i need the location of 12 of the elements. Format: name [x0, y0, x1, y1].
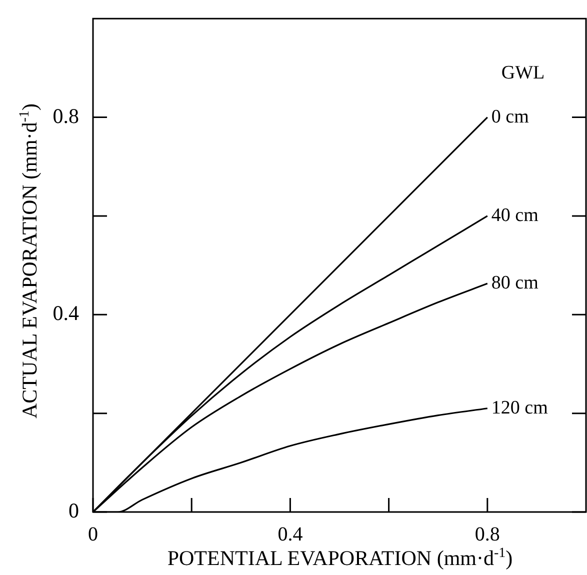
y-tick-label: 0.4 — [52, 301, 80, 326]
x-tick-label: 0.4 — [278, 523, 303, 546]
legend-title: GWL — [501, 62, 545, 84]
x-axis-title: POTENTIAL EVAPORATION (mm·d$^{-1}$) — [166, 546, 514, 571]
y-tick-label: 0 — [68, 498, 79, 523]
x-tick-label: 0.8 — [474, 523, 500, 546]
x-tick-label: 0 — [88, 523, 98, 546]
y-tick-label: 0.8 — [52, 104, 79, 128]
legend-label: 0 cm — [491, 106, 530, 128]
legend-label: 40 cm — [491, 204, 539, 226]
legend-label: 120 cm — [491, 397, 548, 418]
series-label: 80 cm — [491, 272, 539, 294]
